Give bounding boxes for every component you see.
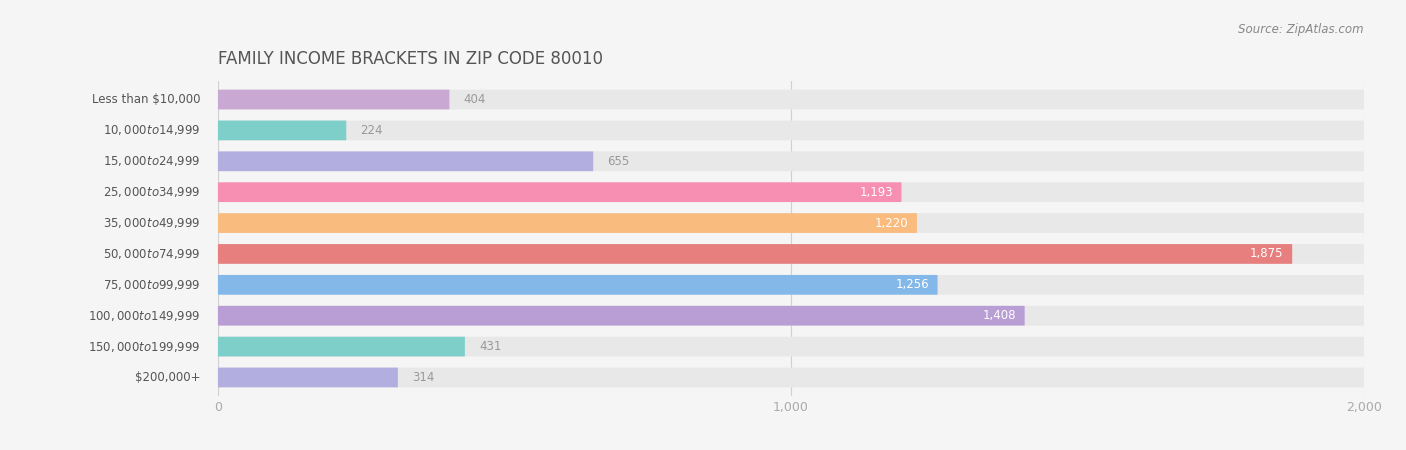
Text: 431: 431: [479, 340, 502, 353]
FancyBboxPatch shape: [218, 306, 1025, 325]
Text: 655: 655: [607, 155, 630, 168]
FancyBboxPatch shape: [218, 90, 1364, 109]
Text: $100,000 to $149,999: $100,000 to $149,999: [89, 309, 201, 323]
FancyBboxPatch shape: [218, 275, 1364, 295]
FancyBboxPatch shape: [218, 306, 1364, 325]
Text: $15,000 to $24,999: $15,000 to $24,999: [103, 154, 201, 168]
Text: 224: 224: [360, 124, 382, 137]
Text: FAMILY INCOME BRACKETS IN ZIP CODE 80010: FAMILY INCOME BRACKETS IN ZIP CODE 80010: [218, 50, 603, 68]
Text: 1,220: 1,220: [875, 216, 908, 230]
FancyBboxPatch shape: [218, 244, 1364, 264]
Text: 404: 404: [464, 93, 486, 106]
FancyBboxPatch shape: [218, 275, 938, 295]
FancyBboxPatch shape: [218, 152, 593, 171]
FancyBboxPatch shape: [218, 213, 917, 233]
Text: Source: ZipAtlas.com: Source: ZipAtlas.com: [1239, 22, 1364, 36]
FancyBboxPatch shape: [218, 368, 398, 387]
Text: $10,000 to $14,999: $10,000 to $14,999: [103, 123, 201, 137]
Text: 1,875: 1,875: [1250, 248, 1284, 261]
Text: $150,000 to $199,999: $150,000 to $199,999: [89, 340, 201, 354]
Text: 314: 314: [412, 371, 434, 384]
FancyBboxPatch shape: [218, 213, 1364, 233]
FancyBboxPatch shape: [218, 90, 450, 109]
FancyBboxPatch shape: [218, 368, 1364, 387]
Text: 1,256: 1,256: [896, 278, 929, 291]
Text: 1,193: 1,193: [859, 186, 893, 199]
FancyBboxPatch shape: [218, 244, 1292, 264]
Text: $50,000 to $74,999: $50,000 to $74,999: [103, 247, 201, 261]
FancyBboxPatch shape: [218, 121, 1364, 140]
FancyBboxPatch shape: [218, 182, 1364, 202]
Text: 1,408: 1,408: [983, 309, 1017, 322]
FancyBboxPatch shape: [218, 182, 901, 202]
Text: Less than $10,000: Less than $10,000: [93, 93, 201, 106]
Text: $75,000 to $99,999: $75,000 to $99,999: [103, 278, 201, 292]
FancyBboxPatch shape: [218, 337, 465, 356]
Text: $25,000 to $34,999: $25,000 to $34,999: [103, 185, 201, 199]
Text: $35,000 to $49,999: $35,000 to $49,999: [103, 216, 201, 230]
FancyBboxPatch shape: [218, 152, 1364, 171]
Text: $200,000+: $200,000+: [135, 371, 201, 384]
FancyBboxPatch shape: [218, 121, 346, 140]
FancyBboxPatch shape: [218, 337, 1364, 356]
